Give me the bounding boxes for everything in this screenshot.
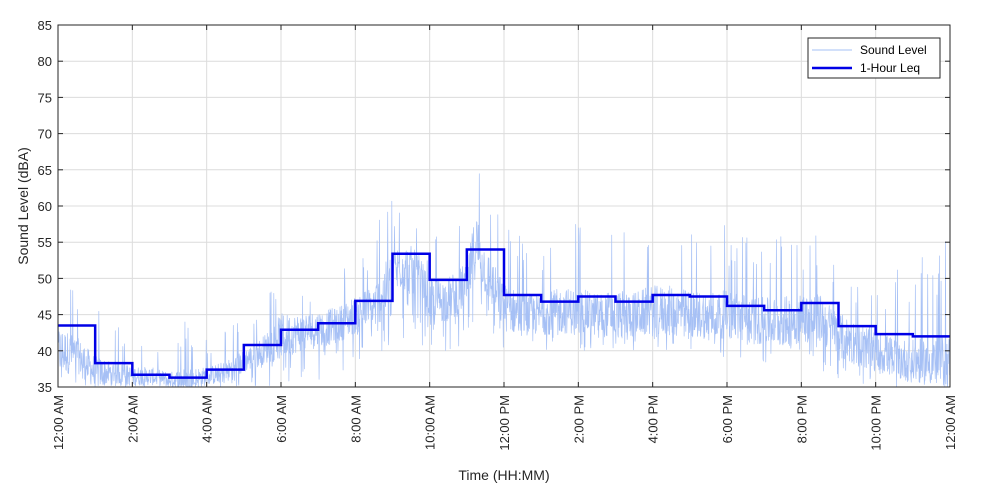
x-tick-label: 2:00 AM [125, 395, 140, 443]
y-axis-ticks: 35 40 45 50 55 60 65 70 75 80 85 [38, 18, 950, 395]
legend: Sound Level 1-Hour Leq [807, 37, 941, 79]
x-tick-label: 12:00 PM [497, 395, 512, 451]
leq-series [58, 248, 950, 379]
x-tick-label: 4:00 AM [200, 395, 215, 443]
y-tick-label: 70 [38, 127, 52, 142]
x-tick-label: 10:00 PM [869, 395, 884, 451]
y-tick-label: 65 [38, 163, 52, 178]
y-tick-label: 75 [38, 90, 52, 105]
x-tick-label: 2:00 PM [571, 395, 586, 443]
x-tick-label: 8:00 PM [794, 395, 809, 443]
y-tick-label: 35 [38, 380, 52, 395]
y-tick-label: 85 [38, 18, 52, 33]
y-tick-label: 40 [38, 344, 52, 359]
x-tick-label: 12:00 AM [943, 395, 958, 450]
y-tick-label: 50 [38, 271, 52, 286]
leq-step-line [58, 248, 950, 379]
x-tick-label: 10:00 AM [423, 395, 438, 450]
legend-leq-label: 1-Hour Leq [860, 61, 920, 75]
y-axis-title: Sound Level (dBA) [15, 147, 31, 265]
x-axis-title: Time (HH:MM) [458, 467, 549, 483]
x-tick-label: 6:00 PM [720, 395, 735, 443]
y-tick-label: 45 [38, 308, 52, 323]
y-tick-label: 80 [38, 54, 52, 69]
legend-sound-level-label: Sound Level [860, 43, 927, 57]
y-tick-label: 55 [38, 235, 52, 250]
x-tick-label: 4:00 PM [646, 395, 661, 443]
x-tick-label: 6:00 AM [274, 395, 289, 443]
x-tick-label: 8:00 AM [348, 395, 363, 443]
x-axis-ticks: 12:00 AM 2:00 AM 4:00 AM 6:00 AM 8:00 AM 10:0… [51, 25, 958, 451]
x-tick-label: 12:00 AM [51, 395, 66, 450]
y-tick-label: 60 [38, 199, 52, 214]
legend-box [807, 37, 941, 79]
